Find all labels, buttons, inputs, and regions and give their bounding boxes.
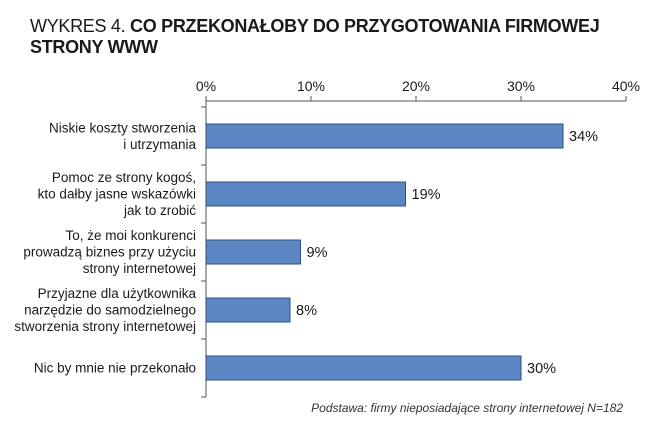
category-label: jak to zrobić [123, 203, 196, 218]
x-tick-label: 20% [402, 78, 430, 94]
bar [205, 297, 291, 323]
chart-footnote: Podstawa: firmy nieposiadające strony in… [311, 401, 623, 415]
chart-title-text: CO PRZEKONAŁOBY DO PRZYGOTOWANIA FIRMOWE… [30, 16, 600, 57]
category-label: prowadzą biznes przy użyciu [23, 245, 196, 260]
category-label: To, że moi konkurenci [65, 228, 196, 243]
bar-value-label: 34% [569, 129, 598, 145]
category-label: strony internetowej [83, 261, 196, 276]
chart-title-prefix: WYKRES 4. [30, 16, 126, 36]
x-tick-label: 30% [507, 78, 535, 94]
x-tick-label: 40% [612, 78, 640, 94]
category-label: Przyjazne dla użytkownika [38, 286, 197, 301]
category-label: Nic by mnie nie przekonało [34, 361, 196, 376]
bar [205, 181, 406, 207]
bar [205, 123, 564, 149]
chart-title: WYKRES 4. CO PRZEKONAŁOBY DO PRZYGOTOWAN… [30, 16, 620, 58]
category-label: stworzenia strony internetowej [14, 319, 196, 334]
x-tick-label: 0% [196, 78, 216, 94]
category-label: kto dałby jasne wskazówki [38, 187, 196, 202]
bar-value-label: 19% [412, 187, 441, 203]
bar-value-label: 9% [307, 245, 328, 261]
bar [205, 239, 301, 265]
x-tick-label: 10% [297, 78, 325, 94]
category-label: Niskie koszty stworzenia [49, 120, 197, 135]
bar-value-label: 30% [527, 361, 556, 377]
bar [205, 355, 522, 381]
category-label: i utrzymania [123, 137, 196, 152]
category-label: Pomoc ze strony kogoś, [52, 170, 196, 185]
bar-value-label: 8% [296, 303, 317, 319]
category-label: narzędzie do samodzielnego [24, 303, 196, 318]
